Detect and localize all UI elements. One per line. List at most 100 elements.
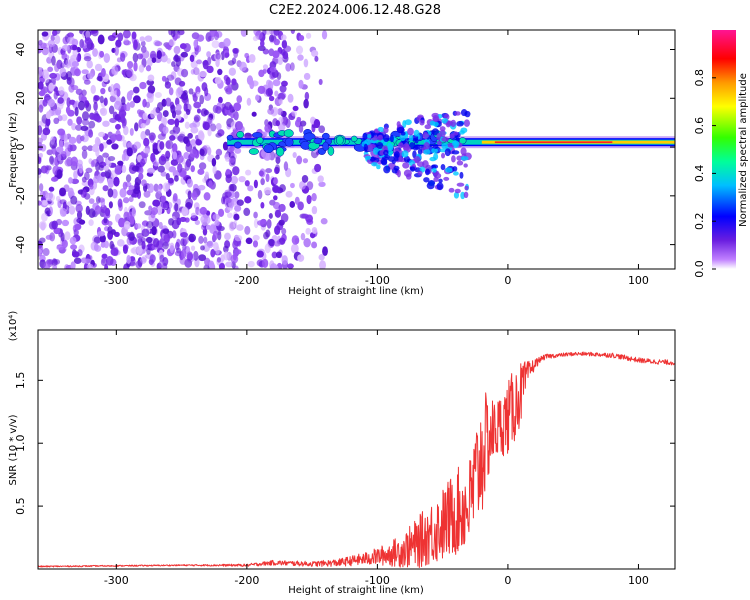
spectrogram-noise-dot <box>118 217 126 228</box>
spectrogram-spread-dot <box>419 119 425 126</box>
spectrogram-noise-dot <box>61 219 70 227</box>
spectrogram-noise-dot <box>102 120 110 127</box>
snr-data-point <box>651 361 652 362</box>
spectrogram-noise-dot <box>71 61 79 68</box>
spectrogram-spread-dot <box>393 165 400 171</box>
spectrogram-noise-dot <box>166 57 171 64</box>
spectrogram-noise-dot <box>275 120 281 127</box>
snr-data-point <box>475 480 476 481</box>
snr-y-tick-label: 0.5 <box>14 497 27 514</box>
spectrogram-noise-dot <box>102 152 110 158</box>
spectrogram-noise-dot <box>67 32 74 38</box>
spectrogram-noise-dot <box>121 69 126 76</box>
spectrogram-noise-dot <box>146 247 151 255</box>
spectrogram-noise-dot <box>157 165 166 173</box>
spectrogram-noise-dot <box>168 177 174 184</box>
spectrogram-noise-dot <box>113 176 120 187</box>
spectrogram-noise-dot <box>107 156 116 162</box>
spectrogram-noise-dot <box>115 123 121 130</box>
spectrogram-noise-dot <box>290 62 295 71</box>
spectrogram-noise-dot <box>306 194 312 205</box>
spectrogram-noise-dot <box>126 102 131 112</box>
spectrogram-x-tick-label: -200 <box>234 274 259 287</box>
spectrogram-noise-dot <box>139 36 146 42</box>
spectrogram-spread-dot <box>448 187 455 193</box>
spectrogram-noise-dot <box>318 78 323 85</box>
spectrogram-noise-dot <box>187 252 194 261</box>
spectrogram-noise-dot <box>272 185 280 193</box>
spectrogram-noise-dot <box>263 187 272 195</box>
spectrogram-spread-dot <box>450 119 457 128</box>
spectrogram-noise-dot <box>212 213 220 221</box>
spectrogram-noise-dot <box>73 170 78 180</box>
spectrogram-noise-dot <box>186 178 193 188</box>
spectrogram-noise-dot <box>42 99 48 107</box>
spectrogram-noise-dot <box>64 142 69 149</box>
spectrogram-noise-dot <box>73 257 82 265</box>
spectrogram-noise-dot <box>105 256 114 266</box>
spectrogram-noise-dot <box>244 52 250 59</box>
spectrogram-noise-dot <box>61 44 70 52</box>
spectrogram-noise-dot <box>115 96 122 106</box>
spectrogram-noise-dot <box>246 97 252 106</box>
spectrogram-noise-dot <box>57 153 62 162</box>
spectrogram-noise-dot <box>152 199 161 207</box>
spectrogram-noise-dot <box>228 67 237 76</box>
snr-x-tick-label: -200 <box>234 574 259 587</box>
spectrogram-noise-dot <box>205 224 211 230</box>
spectrogram-noise-dot <box>188 233 197 243</box>
spectrogram-noise-dot <box>183 113 188 120</box>
spectrogram-noise-dot <box>203 192 211 201</box>
snr-x-tick-label: -100 <box>365 574 390 587</box>
spectrogram-x-tick-label: 0 <box>504 274 511 287</box>
spectrogram-noise-dot <box>234 235 243 242</box>
carrier-blob <box>233 141 242 149</box>
snr-data-point <box>546 356 547 357</box>
colorbar: 0.0 0.2 0.4 0.6 0.8 Normalized spectral ampl… <box>693 30 749 278</box>
spectrogram-noise-dot <box>320 218 328 225</box>
spectrogram-spread-dot <box>409 133 414 142</box>
spectrogram-noise-dot <box>200 245 205 251</box>
spectrogram-spread-dot <box>463 119 471 127</box>
spectrogram-noise-dot <box>181 248 187 259</box>
spectrogram-noise-dot <box>176 198 181 206</box>
spectrogram-noise-dot <box>174 202 179 212</box>
spectrogram-noise-dot <box>38 104 44 113</box>
spectrogram-noise-dot <box>207 147 212 156</box>
spectrogram-spread-dot <box>377 126 384 132</box>
spectrogram-noise-dot <box>215 132 222 138</box>
spectrogram-noise-dot <box>208 180 213 189</box>
spectrogram-noise-dot <box>88 219 94 226</box>
snr-data-point <box>181 565 182 566</box>
spectrogram-noise-dot <box>233 220 238 229</box>
spectrogram-noise-dot <box>38 183 44 192</box>
spectrogram-noise-dot <box>268 34 275 43</box>
spectrogram-noise-dot <box>54 63 60 73</box>
spectrogram-noise-dot <box>311 205 318 215</box>
spectrogram-noise-dot <box>157 133 166 140</box>
spectrogram-noise-dot <box>314 55 319 62</box>
spectrogram-noise-dot <box>84 193 91 200</box>
spectrogram-noise-dot <box>89 184 94 190</box>
spectrogram-noise-dot <box>209 30 218 37</box>
spectrogram-noise-dot <box>78 100 85 111</box>
spectrogram-noise-dot <box>300 232 306 241</box>
spectrogram-noise-dot <box>68 84 75 93</box>
spectrogram-noise-dot <box>84 100 90 109</box>
spectrogram-noise-dot <box>314 163 322 173</box>
spectrogram-noise-dot <box>143 137 150 147</box>
carrier-blob <box>322 141 329 151</box>
spectrogram-noise-dot <box>230 175 239 185</box>
spectrogram-noise-dot <box>112 111 118 120</box>
spectrogram-noise-dot <box>180 232 188 238</box>
spectrogram-noise-dot <box>132 52 139 63</box>
spectrogram-noise-dot <box>81 176 87 183</box>
spectrogram-noise-dot <box>99 108 106 114</box>
spectrogram-noise-dot <box>165 97 172 107</box>
spectrogram-noise-dot <box>100 87 106 95</box>
snr-data-point <box>501 424 502 425</box>
spectrogram-x-label: Height of straight line (km) <box>288 286 424 297</box>
spectrogram-spread-dot <box>422 133 430 138</box>
spectrogram-noise-dot <box>140 122 146 129</box>
spectrogram-noise-dot <box>144 210 153 216</box>
